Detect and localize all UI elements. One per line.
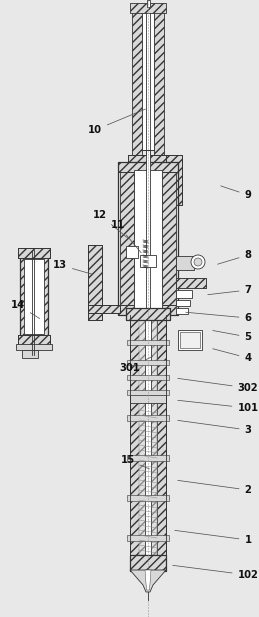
Bar — [142, 5, 154, 150]
Text: 15: 15 — [121, 455, 149, 469]
Text: 11: 11 — [111, 220, 141, 253]
Bar — [128, 155, 168, 167]
Bar — [164, 168, 168, 176]
Text: 5: 5 — [213, 331, 251, 342]
Bar — [145, 315, 151, 580]
Bar — [130, 3, 166, 13]
Bar — [180, 332, 200, 348]
Bar — [127, 375, 169, 380]
Bar — [147, 0, 149, 7]
Bar — [18, 335, 50, 345]
Bar — [127, 495, 169, 501]
Text: 301: 301 — [120, 356, 153, 373]
Bar — [18, 248, 50, 258]
Text: 14: 14 — [11, 300, 40, 318]
Bar — [120, 165, 134, 310]
Text: 6: 6 — [186, 312, 251, 323]
Bar — [118, 162, 178, 315]
Bar — [176, 308, 188, 314]
Bar — [24, 259, 44, 334]
Circle shape — [194, 258, 202, 266]
Bar — [130, 555, 166, 571]
Bar — [166, 155, 182, 205]
Text: 302: 302 — [178, 378, 258, 393]
Bar — [176, 290, 192, 298]
Bar — [20, 255, 48, 340]
Bar — [130, 395, 166, 403]
Bar — [154, 5, 164, 160]
Bar — [176, 278, 206, 288]
Bar — [127, 340, 169, 345]
Polygon shape — [130, 570, 166, 592]
Bar — [88, 305, 120, 313]
Bar — [127, 390, 169, 395]
Bar — [127, 535, 169, 541]
Bar — [132, 5, 142, 160]
Bar — [126, 308, 170, 320]
Text: 102: 102 — [173, 565, 258, 580]
Bar — [126, 308, 170, 320]
Text: 13: 13 — [53, 260, 92, 274]
Text: 9: 9 — [221, 186, 251, 200]
Bar — [20, 255, 48, 340]
Bar — [118, 162, 178, 172]
Text: 101: 101 — [178, 400, 258, 413]
Bar — [146, 5, 150, 205]
Bar — [88, 245, 102, 320]
Bar — [18, 335, 50, 345]
Bar — [130, 555, 166, 571]
Bar — [126, 246, 138, 258]
Bar — [146, 150, 150, 325]
Circle shape — [191, 255, 205, 269]
Bar — [162, 165, 176, 310]
Bar — [139, 315, 157, 555]
Text: 8: 8 — [218, 250, 251, 264]
Bar — [118, 305, 178, 315]
Bar — [157, 315, 166, 570]
Text: 1: 1 — [175, 531, 251, 545]
Polygon shape — [145, 570, 151, 590]
Text: 7: 7 — [208, 285, 251, 295]
Bar — [130, 315, 139, 570]
Bar — [88, 305, 120, 313]
Text: 3: 3 — [178, 420, 251, 435]
Bar — [22, 350, 38, 358]
Bar — [178, 330, 202, 350]
Bar — [176, 300, 190, 306]
Bar — [88, 245, 102, 320]
Bar — [16, 344, 52, 350]
Bar — [127, 455, 169, 461]
Bar — [140, 255, 156, 267]
Bar — [127, 415, 169, 421]
Text: 12: 12 — [93, 210, 128, 238]
Bar — [118, 305, 178, 315]
Text: 2: 2 — [178, 481, 251, 495]
Bar — [176, 278, 206, 288]
Bar — [176, 256, 194, 270]
Bar — [127, 360, 169, 365]
Bar — [18, 248, 50, 258]
Bar — [166, 155, 182, 205]
Bar — [118, 162, 178, 172]
Text: 4: 4 — [213, 349, 251, 363]
Text: 10: 10 — [88, 109, 146, 135]
Bar — [134, 170, 162, 310]
Bar — [128, 155, 168, 167]
